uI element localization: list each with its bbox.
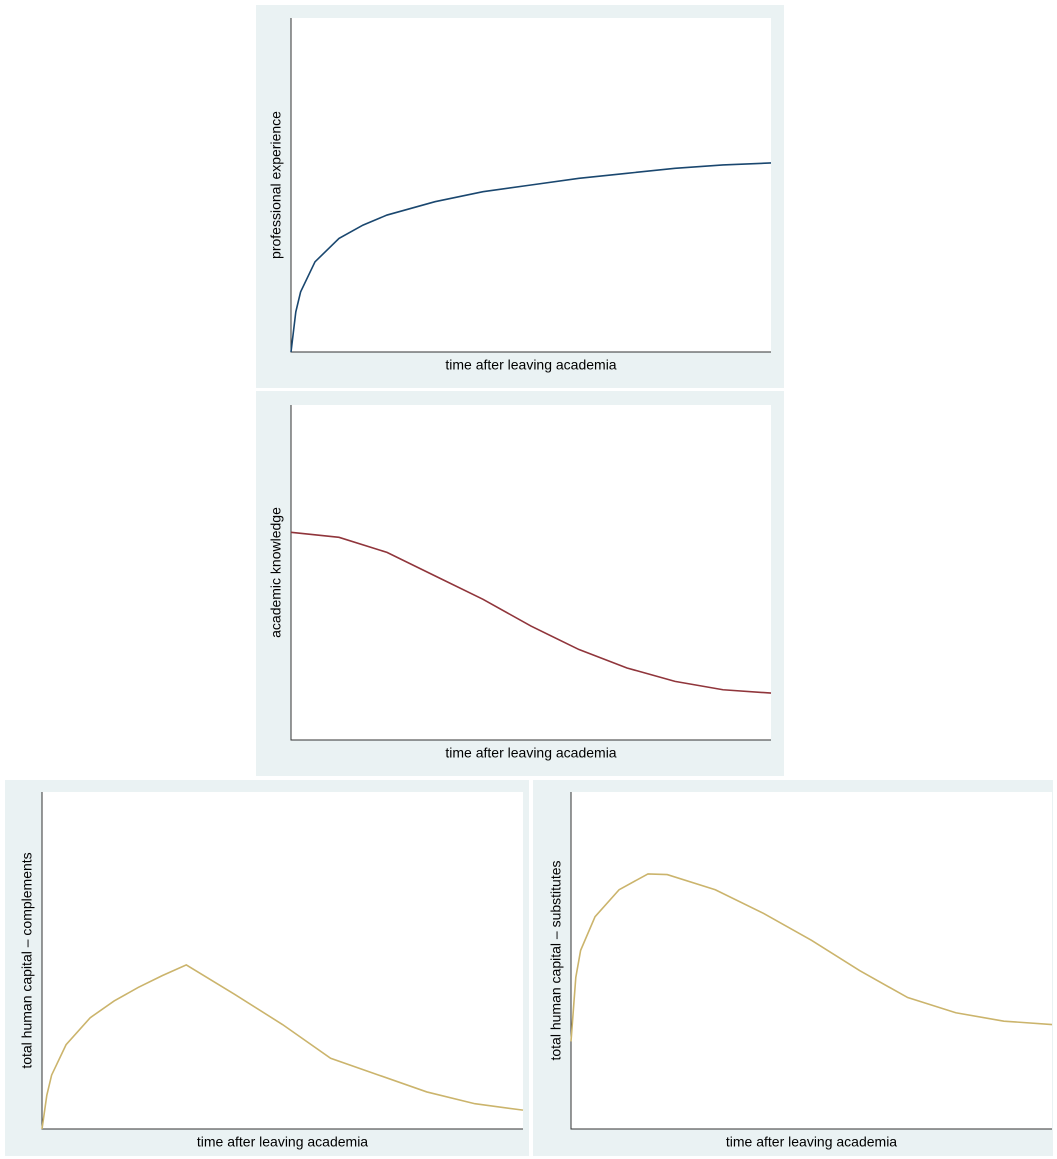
x-axis-label: time after leaving academia	[726, 1134, 897, 1150]
y-axis-label: academic knowledge	[268, 507, 284, 638]
axis	[290, 405, 771, 741]
plot-area	[291, 405, 771, 740]
line-series	[570, 873, 1053, 1042]
y-axis-label: total human capital – substitutes	[548, 860, 564, 1060]
y-axis-label: total human capital – complements	[19, 852, 35, 1068]
plot-area	[571, 792, 1052, 1129]
x-axis-label: time after leaving academia	[197, 1134, 368, 1150]
line-series	[41, 963, 524, 1130]
plot-area	[42, 792, 523, 1129]
x-axis-label: time after leaving academia	[445, 357, 616, 373]
x-axis-label: time after leaving academia	[445, 745, 616, 761]
line-series	[290, 531, 772, 694]
line-series	[290, 162, 772, 353]
y-axis-label: professional experience	[268, 111, 284, 259]
axis	[570, 792, 1052, 1130]
